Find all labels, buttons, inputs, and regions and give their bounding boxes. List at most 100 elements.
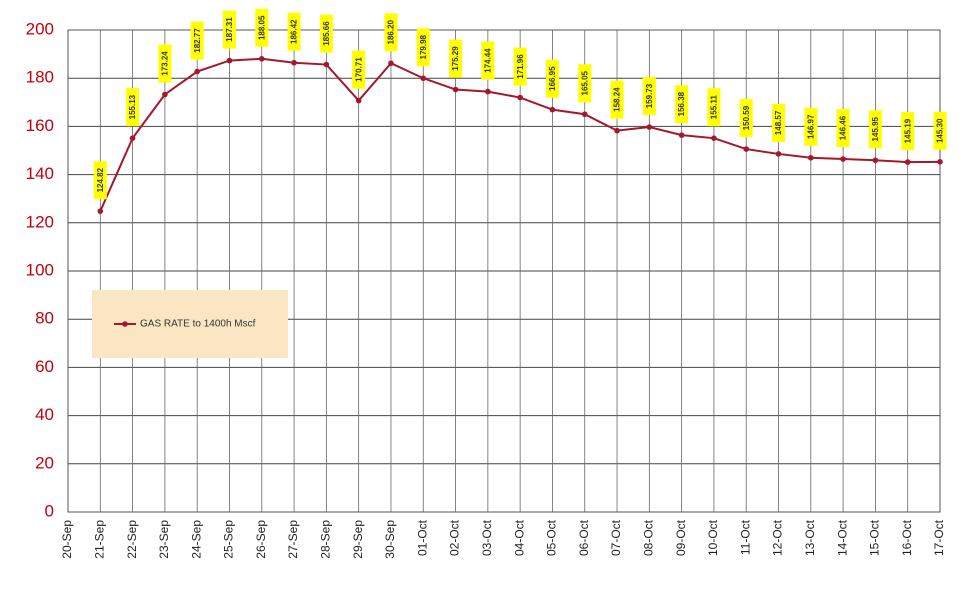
data-label: 124.82	[93, 161, 107, 200]
data-label: 165.05	[578, 64, 592, 103]
data-label-bg	[158, 44, 172, 83]
x-tick-label: 26-Sep	[254, 520, 268, 559]
data-label: 173.24	[158, 44, 172, 83]
data-label: 155.13	[126, 88, 140, 127]
y-tick-label: 160	[26, 116, 54, 135]
x-tick-label: 01-Oct	[415, 519, 429, 556]
x-tick-label: 05-Oct	[545, 519, 559, 556]
data-label: 146.46	[836, 109, 850, 148]
data-point	[323, 61, 330, 68]
data-label-text: 145.95	[871, 116, 880, 141]
y-tick-label: 0	[45, 501, 54, 520]
data-label-bg	[772, 103, 786, 142]
legend-label: GAS RATE to 1400h Mscf	[140, 319, 256, 330]
data-label-bg	[836, 109, 850, 148]
plot-border	[67, 29, 941, 513]
x-tick-label: 02-Oct	[448, 519, 462, 556]
data-point	[840, 156, 846, 162]
data-label-text: 150.59	[742, 105, 751, 130]
data-point	[775, 151, 782, 157]
data-label-bg	[481, 41, 495, 80]
data-label-text: 174.44	[483, 48, 492, 73]
data-label-bg	[642, 77, 656, 116]
data-label-text: 145.19	[903, 118, 912, 143]
x-tick-label: 20-Sep	[60, 520, 74, 559]
data-label-text: 148.57	[774, 110, 783, 135]
data-label: 182.77	[190, 21, 204, 60]
data-label: 175.29	[449, 39, 463, 78]
data-label-text: 179.98	[419, 34, 428, 59]
x-tick-label: 03-Oct	[480, 519, 494, 556]
x-tick-label: 22-Sep	[125, 520, 139, 559]
data-label-bg	[190, 21, 204, 60]
y-tick-label: 200	[26, 19, 54, 38]
data-label-bg	[93, 161, 107, 200]
data-label: 150.59	[739, 99, 753, 138]
x-tick-label: 24-Sep	[189, 520, 203, 559]
x-tick-label: 27-Sep	[286, 520, 300, 559]
data-label-bg	[610, 80, 624, 119]
data-label-bg	[868, 110, 882, 149]
data-label-text: 173.24	[160, 51, 169, 76]
data-point	[420, 75, 427, 82]
data-label-bg	[222, 10, 236, 49]
x-tick-label: 16-Oct	[900, 519, 914, 556]
legend-marker	[122, 321, 128, 327]
y-tick-label: 60	[35, 357, 54, 376]
data-label-bg	[319, 14, 333, 53]
data-point	[485, 88, 491, 95]
data-label-text: 146.97	[806, 114, 815, 139]
data-point	[129, 135, 136, 141]
data-label: 187.31	[222, 10, 236, 49]
data-label-bg	[901, 112, 915, 151]
x-tick-label: 14-Oct	[835, 519, 849, 556]
data-label-text: 165.05	[580, 70, 589, 95]
data-label: 188.05	[255, 8, 269, 47]
data-label-text: 186.20	[387, 19, 396, 44]
x-tick-label: 10-Oct	[706, 519, 720, 556]
data-label-bg	[707, 88, 721, 127]
x-tick-label: 15-Oct	[868, 519, 882, 556]
x-tick-label: 09-Oct	[674, 519, 688, 556]
data-label: 170.71	[352, 50, 366, 89]
legend: GAS RATE to 1400h Mscf	[92, 290, 288, 358]
data-point	[355, 97, 362, 104]
data-point	[614, 127, 620, 134]
data-label-text: 159.73	[645, 83, 654, 108]
x-tick-label: 28-Sep	[319, 520, 333, 559]
data-label-text: 185.66	[322, 21, 331, 46]
data-label: 145.30	[933, 111, 947, 150]
data-point	[711, 135, 717, 141]
data-point	[678, 132, 685, 138]
data-point	[97, 208, 104, 214]
y-tick-label: 40	[35, 405, 54, 424]
data-label: 146.97	[804, 107, 818, 146]
x-tick-label: 30-Sep	[383, 520, 397, 559]
data-label: 166.95	[545, 59, 559, 98]
data-label-text: 171.96	[516, 54, 525, 79]
data-label: 148.57	[772, 103, 786, 142]
data-point	[904, 159, 911, 165]
data-label: 186.42	[287, 12, 301, 51]
data-label-text: 187.31	[225, 17, 234, 42]
data-label: 156.38	[675, 85, 689, 124]
data-label: 159.73	[642, 77, 656, 116]
data-label-text: 155.11	[710, 95, 719, 120]
data-label-bg	[513, 47, 527, 86]
data-label-bg	[804, 107, 818, 146]
data-label-text: 188.05	[257, 15, 266, 40]
data-label-bg	[255, 8, 269, 47]
data-label-text: 156.38	[677, 91, 686, 116]
data-label-bg	[545, 59, 559, 98]
x-tick-label: 23-Sep	[157, 520, 171, 559]
data-label: 185.66	[319, 14, 333, 53]
data-point	[937, 159, 943, 165]
y-tick-label: 140	[26, 164, 54, 183]
y-tick-label: 80	[35, 309, 54, 328]
data-label-text: 182.77	[193, 28, 202, 53]
x-tick-label: 17-Oct	[932, 519, 946, 556]
x-tick-label: 07-Oct	[609, 519, 623, 556]
data-point	[452, 86, 459, 93]
data-label-bg	[578, 64, 592, 103]
